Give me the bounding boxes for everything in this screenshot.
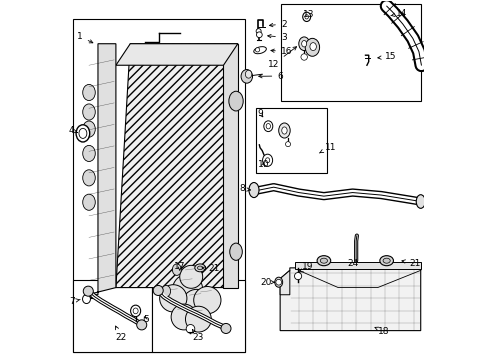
Text: 6: 6 <box>259 72 283 81</box>
Ellipse shape <box>299 37 310 50</box>
Text: 22: 22 <box>115 326 126 342</box>
Ellipse shape <box>303 12 311 22</box>
Ellipse shape <box>310 42 317 50</box>
Text: 24: 24 <box>348 259 359 268</box>
Text: 10: 10 <box>258 160 269 169</box>
Circle shape <box>160 285 187 312</box>
Text: 19: 19 <box>299 262 314 272</box>
Text: 14: 14 <box>391 9 408 18</box>
Circle shape <box>255 48 260 52</box>
Circle shape <box>286 141 291 147</box>
Ellipse shape <box>317 256 331 266</box>
Bar <box>152 280 245 352</box>
Circle shape <box>171 304 197 330</box>
Ellipse shape <box>302 41 307 47</box>
Circle shape <box>180 265 203 288</box>
Ellipse shape <box>83 170 95 186</box>
Bar <box>256 108 327 173</box>
Ellipse shape <box>416 195 425 208</box>
Text: 2: 2 <box>270 19 287 28</box>
Circle shape <box>276 279 282 285</box>
Circle shape <box>294 273 302 280</box>
Polygon shape <box>223 44 238 288</box>
Ellipse shape <box>245 70 252 78</box>
Ellipse shape <box>83 104 95 120</box>
Text: 20: 20 <box>261 278 275 287</box>
Ellipse shape <box>82 294 91 303</box>
Bar <box>73 280 152 352</box>
Polygon shape <box>116 44 238 288</box>
Text: 11: 11 <box>319 143 336 153</box>
Text: 1: 1 <box>77 32 93 43</box>
Text: 21: 21 <box>402 259 420 268</box>
Ellipse shape <box>76 125 90 142</box>
Ellipse shape <box>282 127 287 134</box>
Ellipse shape <box>79 129 87 138</box>
Bar <box>73 19 245 352</box>
Ellipse shape <box>133 308 138 314</box>
Ellipse shape <box>83 121 95 137</box>
Circle shape <box>186 306 211 332</box>
Circle shape <box>83 286 93 296</box>
Text: 5: 5 <box>143 315 148 324</box>
Ellipse shape <box>320 258 327 263</box>
Ellipse shape <box>83 85 95 100</box>
Ellipse shape <box>254 47 267 54</box>
Text: 8: 8 <box>239 184 250 193</box>
Circle shape <box>301 54 307 60</box>
Polygon shape <box>295 262 421 269</box>
Text: 12: 12 <box>268 47 296 69</box>
Ellipse shape <box>263 154 272 166</box>
Ellipse shape <box>83 194 95 210</box>
Circle shape <box>221 323 231 333</box>
Circle shape <box>194 287 221 314</box>
Circle shape <box>137 320 147 330</box>
Ellipse shape <box>197 266 203 270</box>
Text: 4: 4 <box>69 126 77 135</box>
Ellipse shape <box>162 285 171 297</box>
Ellipse shape <box>83 145 95 162</box>
Text: 13: 13 <box>303 10 315 19</box>
Ellipse shape <box>279 123 290 138</box>
Ellipse shape <box>195 264 205 272</box>
Text: 7: 7 <box>69 297 80 306</box>
Text: 18: 18 <box>375 327 390 336</box>
Circle shape <box>172 274 203 305</box>
Circle shape <box>256 32 262 38</box>
Circle shape <box>153 285 163 296</box>
Ellipse shape <box>380 256 393 266</box>
Text: 9: 9 <box>258 109 263 118</box>
Ellipse shape <box>383 258 390 263</box>
Ellipse shape <box>230 243 243 260</box>
Circle shape <box>256 29 261 34</box>
Polygon shape <box>87 44 116 295</box>
Text: 15: 15 <box>378 53 396 62</box>
Ellipse shape <box>305 39 319 56</box>
Text: 21: 21 <box>202 265 220 274</box>
Bar <box>281 4 421 101</box>
Ellipse shape <box>229 91 243 111</box>
Ellipse shape <box>266 123 270 129</box>
Text: 3: 3 <box>268 33 287 42</box>
Ellipse shape <box>275 277 283 287</box>
Circle shape <box>182 289 211 318</box>
Polygon shape <box>116 44 238 65</box>
Polygon shape <box>280 270 290 295</box>
Text: 16: 16 <box>271 47 293 56</box>
Polygon shape <box>280 268 421 330</box>
Ellipse shape <box>249 183 259 198</box>
Ellipse shape <box>264 121 273 132</box>
Ellipse shape <box>241 69 252 83</box>
Circle shape <box>186 324 195 333</box>
Ellipse shape <box>266 158 270 163</box>
Text: 23: 23 <box>192 329 203 342</box>
Text: 17: 17 <box>174 262 186 271</box>
Ellipse shape <box>131 305 141 317</box>
Ellipse shape <box>305 15 309 19</box>
Ellipse shape <box>172 264 181 275</box>
